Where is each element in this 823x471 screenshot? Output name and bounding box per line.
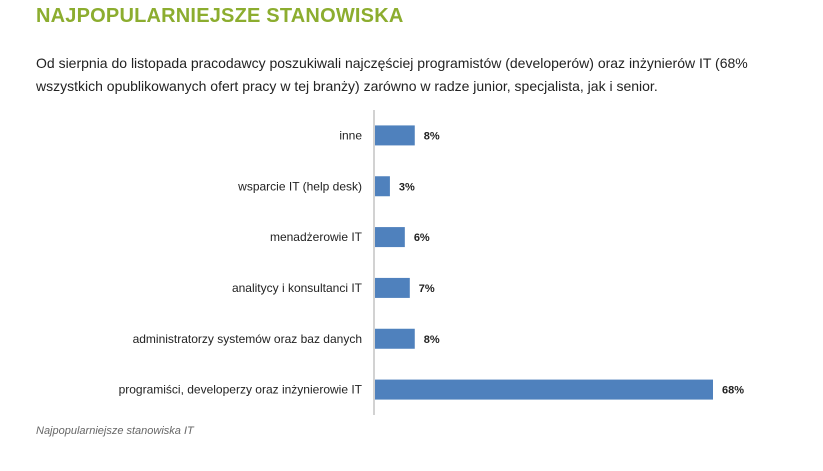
value-label-4: 8% (424, 334, 440, 346)
value-label-3: 7% (419, 283, 435, 295)
bar-0 (375, 125, 415, 146)
value-label-1: 3% (399, 181, 415, 193)
category-label-4: administratorzy systemów oraz baz danych (133, 332, 362, 346)
value-labels-group: 8% 3% 6% 7% 8% 68% (399, 130, 744, 396)
bar-4 (375, 328, 415, 349)
bars-group (375, 125, 713, 400)
bar-1 (375, 176, 390, 197)
category-label-1: wsparcie IT (help desk) (237, 179, 362, 193)
category-label-0: inne (339, 128, 362, 142)
chart-caption: Najpopularniejsze stanowiska IT (36, 425, 194, 437)
value-label-2: 6% (414, 232, 430, 244)
category-labels-group: inne wsparcie IT (help desk) menadżerowie … (119, 128, 363, 396)
value-label-0: 8% (424, 130, 440, 142)
category-label-5: programiści, developerzy oraz inżynierow… (119, 383, 363, 397)
category-label-2: menadżerowie IT (270, 230, 363, 244)
value-label-5: 68% (722, 385, 744, 397)
bar-3 (375, 277, 410, 298)
category-label-3: analitycy i konsultanci IT (232, 281, 363, 295)
bar-2 (375, 227, 405, 248)
intro-paragraph: Od sierpnia do listopada pracodawcy posz… (36, 55, 748, 94)
page-title: NAJPOPULARNIEJSZE STANOWISKA (36, 5, 404, 27)
bar-5 (375, 379, 713, 400)
